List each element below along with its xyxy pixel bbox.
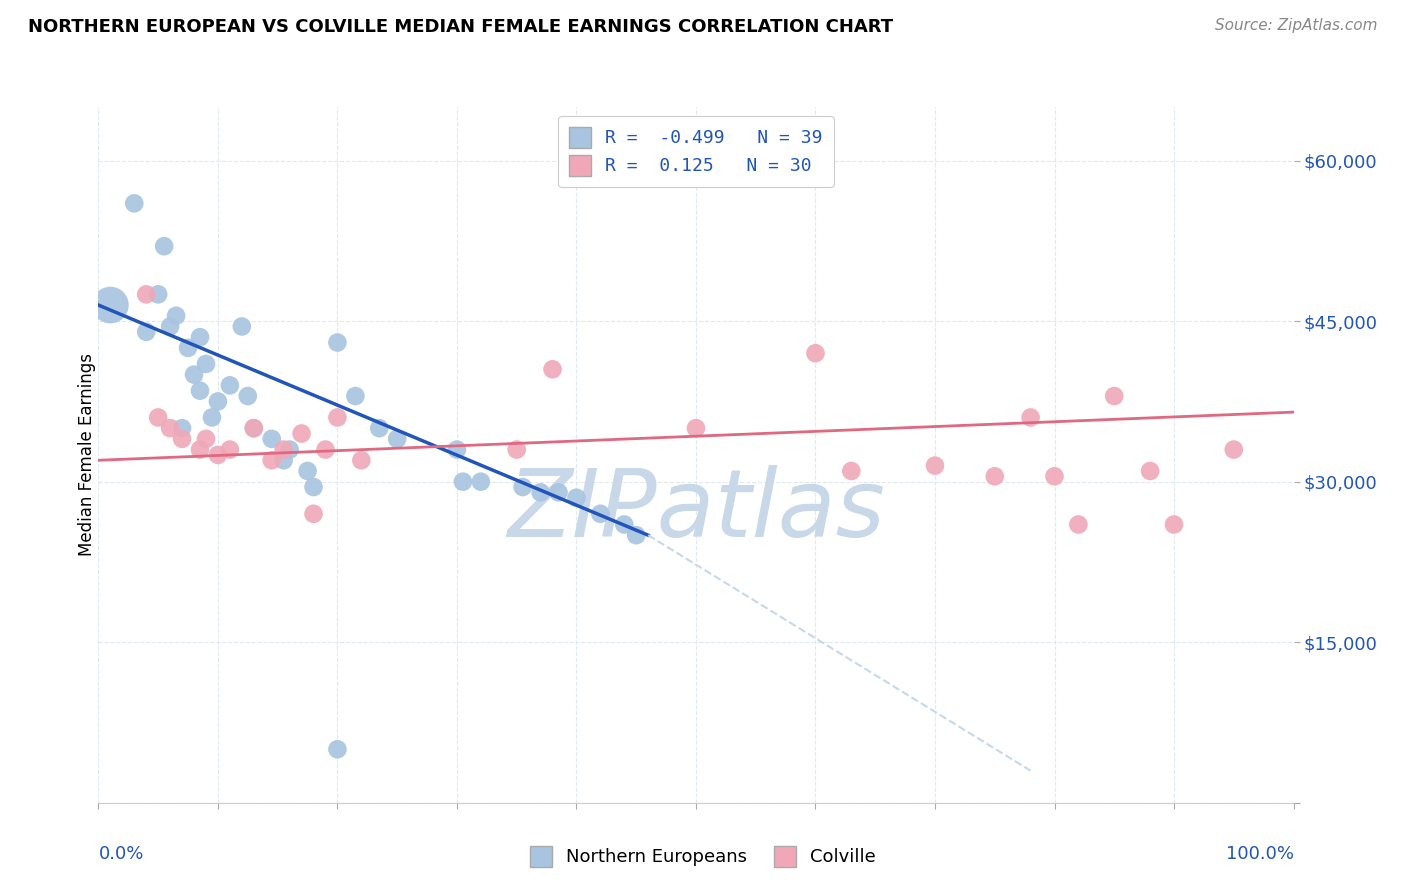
- Point: [446, 442, 468, 457]
- Point: [385, 432, 409, 446]
- Point: [470, 475, 492, 489]
- Point: [1043, 469, 1066, 483]
- Point: [188, 330, 211, 344]
- Point: [201, 410, 224, 425]
- Point: [207, 394, 229, 409]
- Point: [165, 309, 187, 323]
- Point: [243, 421, 266, 435]
- Point: [135, 325, 157, 339]
- Point: [368, 421, 391, 435]
- Point: [1163, 517, 1185, 532]
- Point: [188, 442, 211, 457]
- Point: [177, 341, 200, 355]
- Point: [1222, 442, 1246, 457]
- Point: [98, 298, 122, 312]
- Point: [243, 421, 266, 435]
- Point: [1019, 410, 1042, 425]
- Legend: Northern Europeans, Colville: Northern Europeans, Colville: [523, 838, 883, 874]
- Point: [589, 507, 612, 521]
- Point: [350, 453, 373, 467]
- Point: [219, 442, 242, 457]
- Point: [613, 517, 636, 532]
- Point: [219, 378, 242, 392]
- Point: [626, 528, 648, 542]
- Point: [547, 485, 569, 500]
- Point: [124, 196, 146, 211]
- Point: [260, 432, 283, 446]
- Text: ZIPatlas: ZIPatlas: [508, 465, 884, 556]
- Point: [302, 507, 325, 521]
- Point: [148, 287, 170, 301]
- Point: [291, 426, 314, 441]
- Legend: R =  -0.499   N = 39, R =  0.125   N = 30: R = -0.499 N = 39, R = 0.125 N = 30: [558, 116, 834, 186]
- Point: [326, 335, 349, 350]
- Point: [231, 319, 253, 334]
- Point: [804, 346, 827, 360]
- Point: [172, 432, 194, 446]
- Point: [1102, 389, 1125, 403]
- Point: [841, 464, 863, 478]
- Point: [541, 362, 564, 376]
- Y-axis label: Median Female Earnings: Median Female Earnings: [79, 353, 96, 557]
- Point: [159, 421, 181, 435]
- Point: [344, 389, 367, 403]
- Text: 100.0%: 100.0%: [1226, 845, 1294, 863]
- Point: [273, 442, 295, 457]
- Point: [326, 742, 349, 756]
- Point: [236, 389, 259, 403]
- Point: [984, 469, 1007, 483]
- Point: [924, 458, 946, 473]
- Text: Source: ZipAtlas.com: Source: ZipAtlas.com: [1215, 18, 1378, 33]
- Point: [148, 410, 170, 425]
- Point: [194, 357, 218, 371]
- Point: [315, 442, 337, 457]
- Point: [153, 239, 176, 253]
- Point: [260, 453, 283, 467]
- Point: [297, 464, 319, 478]
- Point: [135, 287, 157, 301]
- Text: NORTHERN EUROPEAN VS COLVILLE MEDIAN FEMALE EARNINGS CORRELATION CHART: NORTHERN EUROPEAN VS COLVILLE MEDIAN FEM…: [28, 18, 893, 36]
- Text: 0.0%: 0.0%: [98, 845, 143, 863]
- Point: [451, 475, 474, 489]
- Point: [207, 448, 229, 462]
- Point: [1139, 464, 1161, 478]
- Point: [512, 480, 534, 494]
- Point: [194, 432, 218, 446]
- Point: [506, 442, 529, 457]
- Point: [565, 491, 588, 505]
- Point: [326, 410, 349, 425]
- Point: [685, 421, 707, 435]
- Point: [529, 485, 551, 500]
- Point: [172, 421, 194, 435]
- Point: [302, 480, 325, 494]
- Point: [188, 384, 211, 398]
- Point: [159, 319, 181, 334]
- Point: [1067, 517, 1090, 532]
- Point: [183, 368, 205, 382]
- Point: [273, 453, 295, 467]
- Point: [278, 442, 301, 457]
